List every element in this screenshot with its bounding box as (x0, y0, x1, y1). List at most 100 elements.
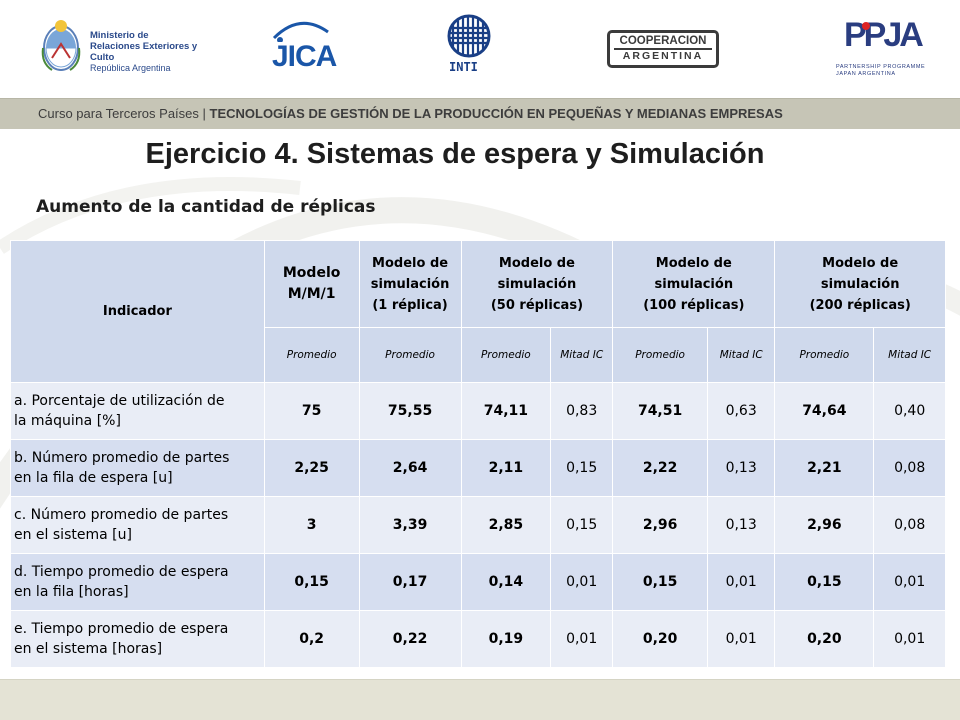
subheader-cell: Mitad IC (706, 327, 776, 383)
table-cell: 0,01 (706, 610, 776, 668)
table-cell: 3 (263, 496, 360, 554)
table-cell: 0,01 (873, 610, 946, 668)
table-cell: 0,15 (612, 553, 708, 611)
subheader-cell: Promedio (358, 327, 462, 383)
row-label: e. Tiempo promedio de espera en el sistem… (10, 610, 265, 668)
row-label-line: en la fila [horas] (14, 584, 129, 600)
column-header-mm1: Modelo M/M/1 (263, 240, 360, 328)
table-cell: 0,01 (873, 553, 946, 611)
row-label-line: en la fila de espera [u] (14, 470, 173, 486)
table-cell: 0,63 (706, 382, 776, 440)
table-row: d. Tiempo promedio de espera en la fila [… (10, 553, 946, 611)
subheader-cell: Promedio (774, 327, 875, 383)
column-header-50-replicas: Modelo de simulación (50 réplicas) (460, 240, 614, 328)
course-banner-prefix: Curso para Terceros Países | (38, 106, 210, 121)
table-cell: 2,85 (460, 496, 552, 554)
row-label: c. Número promedio de partes en el sistem… (10, 496, 265, 554)
page-title: Ejercicio 4. Sistemas de espera y Simula… (145, 138, 765, 170)
table-cell: 0,2 (263, 610, 360, 668)
subheader-cell: Mitad IC (550, 327, 614, 383)
table-cell: 3,39 (358, 496, 462, 554)
cooperacion-line-1: COOPERACION (619, 35, 707, 47)
table-header-row: Indicador Modelo M/M/1 Modelo de simulac… (10, 240, 946, 383)
table-cell: 0,08 (873, 439, 946, 497)
table-cell: 2,96 (774, 496, 875, 554)
ministerio-text: Ministerio de Relaciones Exteriores y Cu… (90, 30, 208, 74)
column-header-line: (50 réplicas) (490, 297, 584, 313)
table-row: b. Número promedio de partes en la fila d… (10, 439, 946, 497)
table-cell: 0,20 (774, 610, 875, 668)
course-banner-text: Curso para Terceros Países | TECNOLOGÍAS… (38, 106, 783, 121)
table-cell: 74,51 (612, 382, 708, 440)
table-cell: 2,64 (358, 439, 462, 497)
column-header-line: Modelo de (498, 255, 575, 271)
table-subheader-row: Promedio Promedio Promedio Mitad IC Prom… (11, 327, 946, 383)
inti-logo: INTI (441, 14, 497, 78)
column-header-200-replicas: Modelo de simulación (200 réplicas) (774, 240, 946, 328)
jica-swoosh-icon (272, 21, 329, 42)
ppja-mark: PPJA (844, 16, 924, 54)
column-header-line: (1 réplica) (372, 297, 448, 313)
table-cell: 2,96 (612, 496, 708, 554)
ministerio-logo: Ministerio de Relaciones Exteriores y Cu… (38, 18, 208, 78)
subheader-cell: Promedio (612, 327, 708, 383)
table-cell: 2,25 (263, 439, 360, 497)
row-label-line: la máquina [%] (14, 413, 121, 429)
ppja-line-1: PARTNERSHIP PROGRAMME (836, 64, 926, 70)
footer-bar (0, 680, 960, 720)
row-label-line: a. Porcentaje de utilización de (14, 393, 225, 409)
ministerio-line-2: Relaciones Exteriores y Culto (90, 41, 198, 63)
table-row: e. Tiempo promedio de espera en el sistem… (10, 610, 946, 668)
table-cell: 0,14 (460, 553, 552, 611)
table-cell: 2,21 (774, 439, 875, 497)
table-cell: 0,01 (550, 553, 614, 611)
table-cell: 0,22 (358, 610, 462, 668)
table-cell: 0,19 (460, 610, 552, 668)
table-cell: 2,22 (612, 439, 708, 497)
table-cell: 0,13 (706, 439, 776, 497)
row-label: d. Tiempo promedio de espera en la fila [… (10, 553, 265, 611)
ppja-logo: PPJA PARTNERSHIP PROGRAMME JAPAN ARGENTI… (836, 16, 926, 80)
column-header-line: Modelo de (372, 255, 449, 271)
table-cell: 75,55 (358, 382, 462, 440)
table-cell: 0,20 (612, 610, 708, 668)
logo-strip: Ministerio de Relaciones Exteriores y Cu… (0, 0, 960, 96)
column-header-line: simulación (497, 276, 577, 292)
column-header-line: simulación (820, 276, 900, 292)
row-label-line: b. Número promedio de partes (14, 450, 230, 466)
column-header-line: Modelo de (655, 255, 732, 271)
inti-globe-icon (447, 14, 491, 58)
column-header-line: Modelo (282, 265, 341, 281)
table-cell: 0,15 (774, 553, 875, 611)
column-header-line: (200 réplicas) (809, 297, 911, 313)
ppja-line-2: JAPAN ARGENTINA (836, 71, 896, 77)
footer-divider (0, 679, 960, 680)
table-cell: 0,15 (550, 439, 614, 497)
table-row: a. Porcentaje de utilización de la máquin… (10, 382, 946, 440)
table-cell: 0,40 (873, 382, 946, 440)
row-label-line: c. Número promedio de partes (14, 507, 229, 523)
column-header-100-replicas: Modelo de simulación (100 réplicas) (612, 240, 776, 328)
cooperacion-line-2: ARGENTINA (614, 48, 712, 63)
table-cell: 0,83 (550, 382, 614, 440)
table-cell: 0,15 (263, 553, 360, 611)
table-cell: 74,64 (774, 382, 875, 440)
subheader-cell: Promedio (460, 327, 552, 383)
indicator-header: Indicador (10, 240, 265, 383)
row-label-line: e. Tiempo promedio de espera (14, 621, 229, 637)
table-cell: 0,01 (706, 553, 776, 611)
row-label-line: en el sistema [horas] (14, 641, 163, 657)
course-banner-title: TECNOLOGÍAS DE GESTIÓN DE LA PRODUCCIÓN … (209, 106, 783, 121)
ministerio-line-1: Ministerio de (90, 30, 149, 41)
table-cell: 0,15 (550, 496, 614, 554)
column-header-line: M/M/1 (287, 286, 336, 302)
table-row: c. Número promedio de partes en el sistem… (10, 496, 946, 554)
subheader-cell: Promedio (263, 327, 360, 383)
table-cell: 0,17 (358, 553, 462, 611)
argentina-seal-icon (41, 20, 81, 71)
ppja-red-dot-icon (862, 22, 870, 30)
subheader-cell: Mitad IC (873, 327, 946, 383)
column-header-line: Modelo de (822, 255, 899, 271)
table-cell: 2,11 (460, 439, 552, 497)
course-banner: Curso para Terceros Países | TECNOLOGÍAS… (0, 98, 960, 129)
